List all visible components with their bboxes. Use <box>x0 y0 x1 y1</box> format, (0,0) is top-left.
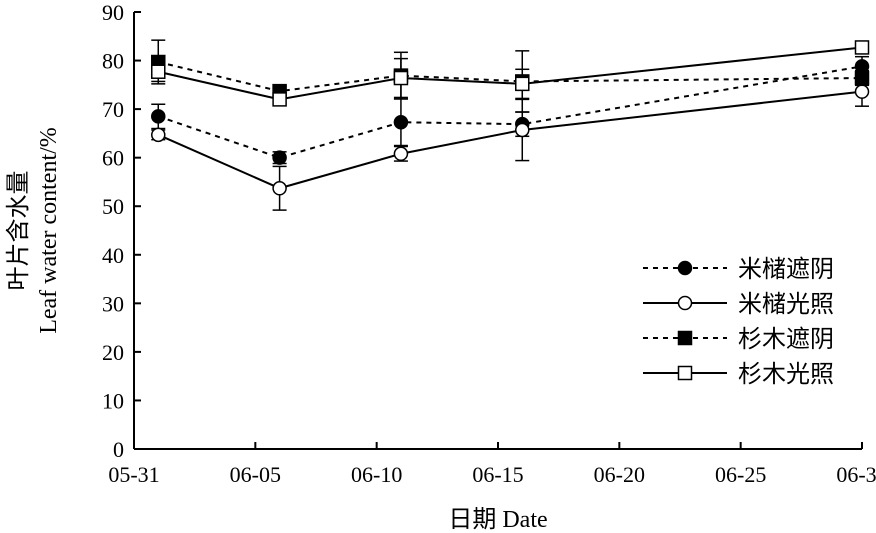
y-tick-label: 0 <box>113 437 124 462</box>
legend-marker <box>677 260 693 276</box>
series-group <box>151 76 870 211</box>
data-point <box>272 181 287 196</box>
y-tick-label: 50 <box>102 194 124 219</box>
x-tick-label: 06-30 <box>836 462 876 487</box>
x-tick-label: 05-31 <box>108 462 159 487</box>
legend-marker <box>677 330 693 346</box>
data-point <box>515 76 530 92</box>
y-tick-label: 40 <box>102 243 124 268</box>
y-tick-label: 20 <box>102 340 124 365</box>
series-line <box>158 46 863 101</box>
legend-item: 杉木遮阴 <box>643 326 834 353</box>
data-point <box>393 146 409 162</box>
x-axis-ticks: 05-31 06-05 06-10 06-15 06-20 06-25 06-30 <box>108 442 876 487</box>
x-axis-label: 日期 Date <box>448 507 547 533</box>
data-point <box>151 64 166 79</box>
y-axis-label-chinese: 叶片含水量 <box>5 171 32 291</box>
data-point <box>854 70 870 86</box>
x-tick-label: 06-25 <box>715 462 766 487</box>
x-tick-label: 06-10 <box>351 462 402 487</box>
y-tick-label: 30 <box>102 291 124 316</box>
legend-symbol-open-circle <box>643 295 727 311</box>
series-group <box>151 39 870 113</box>
legend-symbol-filled-circle <box>643 260 727 276</box>
y-tick-label: 10 <box>102 388 124 413</box>
legend-symbol-filled-square <box>643 330 727 346</box>
legend-symbol-open-square <box>643 365 727 381</box>
y-axis-ticks: 0 10 20 30 40 50 60 70 80 90 <box>102 0 141 462</box>
data-point <box>515 122 530 138</box>
x-tick-label: 06-15 <box>472 462 523 487</box>
data-point <box>272 150 287 165</box>
series-group <box>151 40 870 107</box>
series-group <box>151 55 870 165</box>
legend-label: 杉木遮阴 <box>738 326 834 353</box>
data-point <box>151 127 166 143</box>
legend-item: 米槠光照 <box>643 291 834 318</box>
legend-item: 米槠遮阴 <box>643 256 834 283</box>
x-tick-label: 06-20 <box>594 462 645 487</box>
legend-item: 杉木光照 <box>643 361 834 388</box>
y-tick-label: 70 <box>102 97 124 122</box>
series-layer <box>151 39 870 211</box>
legend-label: 杉木光照 <box>738 361 834 388</box>
data-point <box>151 109 166 124</box>
series-line <box>158 61 863 93</box>
data-point <box>854 40 870 55</box>
x-tick-label: 06-05 <box>230 462 281 487</box>
y-tick-label: 90 <box>102 0 124 25</box>
legend-marker <box>677 365 693 381</box>
y-axis-label-english: Leaf water content/% <box>36 127 62 334</box>
chart-legend: 米槠遮阴 米槠光照 杉木遮阴 杉木光照 <box>643 256 834 388</box>
legend-label: 米槠遮阴 <box>738 256 834 283</box>
data-point <box>393 114 409 130</box>
data-point <box>393 70 409 86</box>
series-line <box>157 90 863 190</box>
y-tick-label: 60 <box>102 146 124 171</box>
legend-label: 米槠光照 <box>738 291 834 318</box>
y-tick-label: 80 <box>102 49 124 74</box>
data-point <box>272 92 287 107</box>
data-point <box>854 84 870 99</box>
legend-marker <box>677 295 693 311</box>
